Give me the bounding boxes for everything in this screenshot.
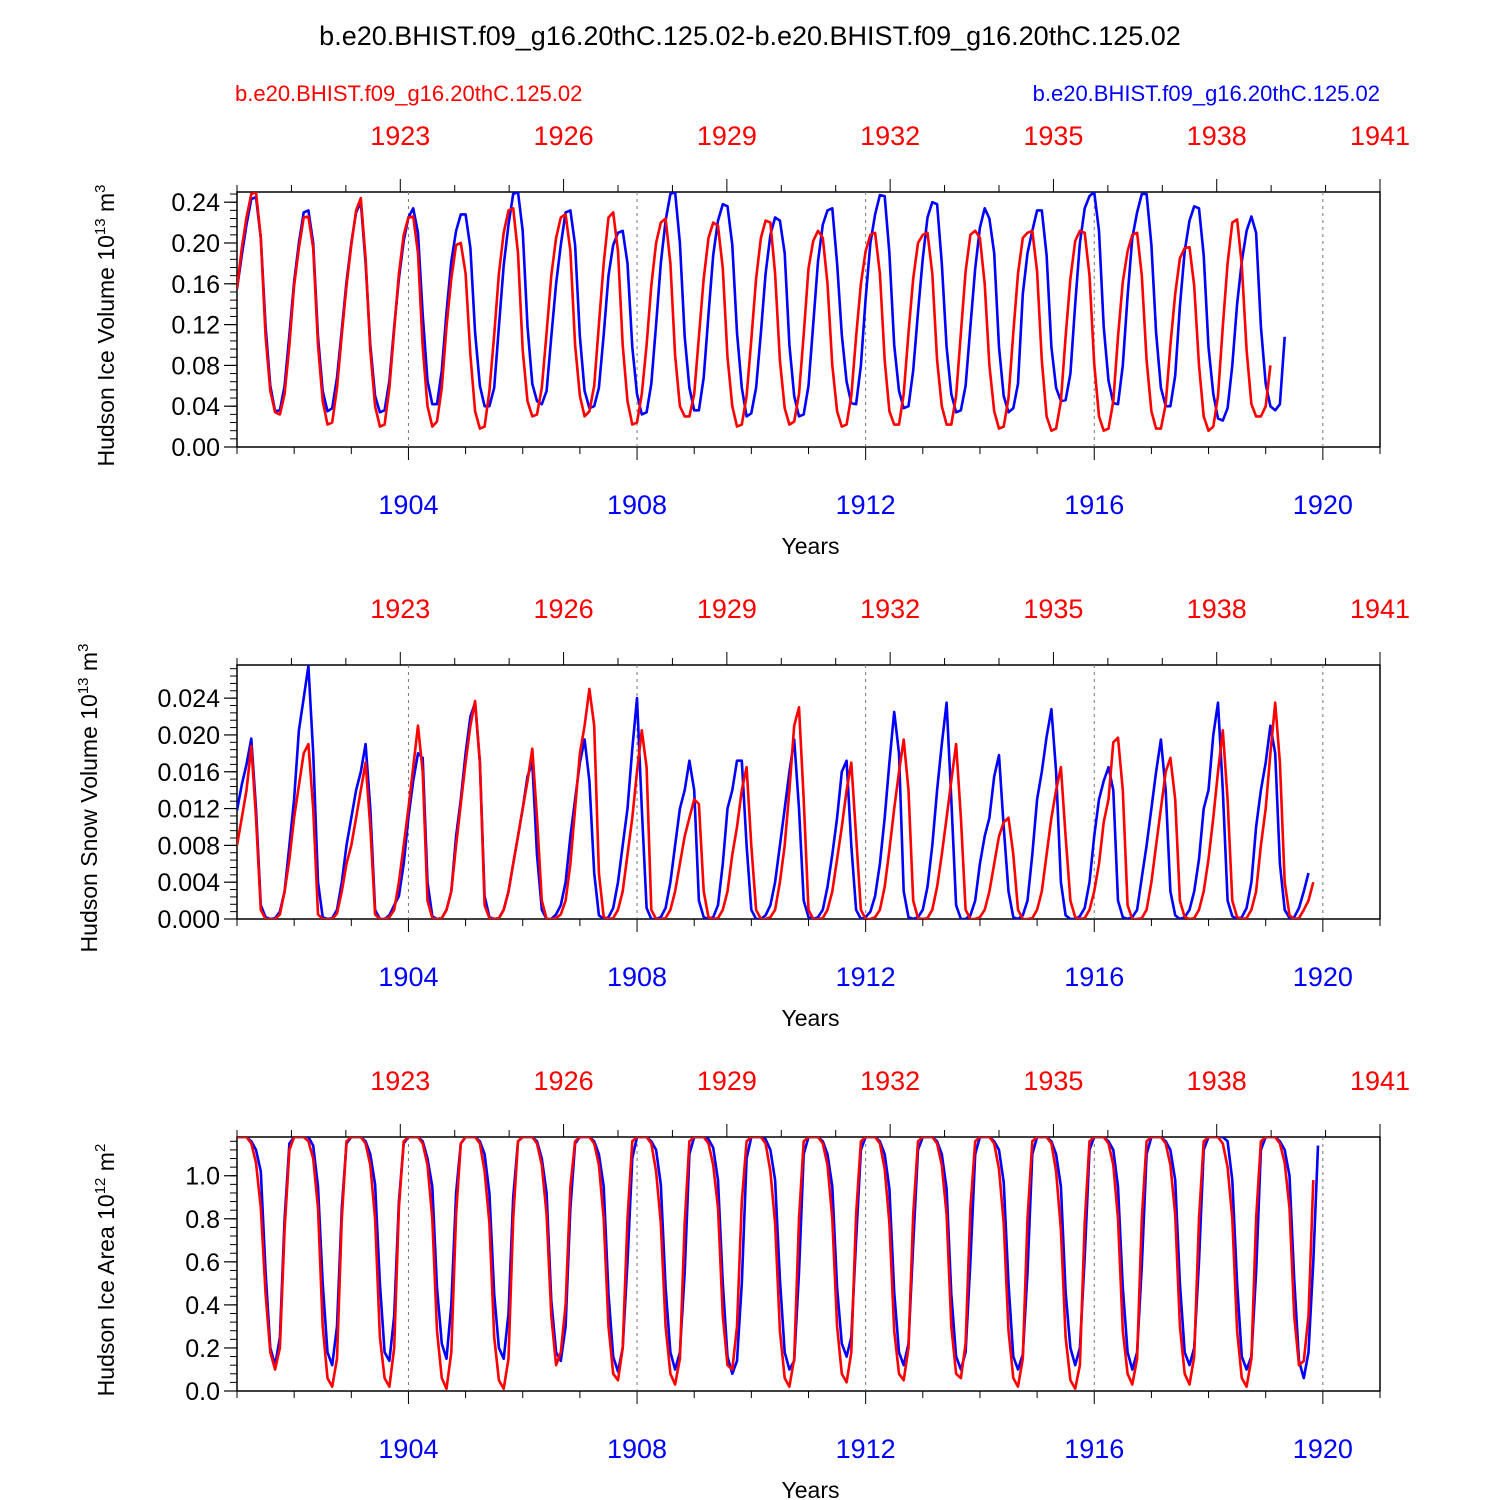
x-tick-label-blue: 1904	[378, 1434, 438, 1464]
series-line-red	[237, 1137, 1315, 1391]
x-tick-label-red: 1923	[370, 1066, 430, 1096]
x-tick-label-red: 1941	[1350, 594, 1410, 624]
y-tick-label: 0.20	[171, 230, 220, 258]
x-tick-label-blue: 1908	[607, 1434, 667, 1464]
x-tick-label-blue: 1908	[607, 962, 667, 992]
x-tick-label-red: 1923	[370, 121, 430, 151]
x-tick-label-red: 1938	[1187, 121, 1247, 151]
x-tick-label-red: 1938	[1187, 594, 1247, 624]
y-tick-label: 0.24	[171, 189, 220, 217]
x-tick-label-red: 1932	[860, 121, 920, 151]
x-tick-label-red: 1932	[860, 594, 920, 624]
x-axis-label: Years	[782, 1005, 840, 1031]
y-tick-label: 0.4	[185, 1292, 220, 1320]
x-tick-label-red: 1929	[697, 594, 757, 624]
x-tick-label-blue: 1904	[378, 490, 438, 520]
y-tick-label: 0.8	[185, 1206, 220, 1234]
series-line-blue	[237, 192, 1286, 422]
y-tick-label: 0.0	[185, 1378, 220, 1406]
series-line-red	[237, 687, 1315, 919]
x-tick-label-blue: 1916	[1064, 490, 1124, 520]
x-tick-label-blue: 1916	[1064, 962, 1124, 992]
x-tick-label-red: 1923	[370, 594, 430, 624]
series-line-red	[237, 192, 1272, 433]
x-tick-label-blue: 1908	[607, 490, 667, 520]
x-tick-label-red: 1929	[697, 121, 757, 151]
y-tick-label: 0.04	[171, 393, 220, 421]
x-tick-label-blue: 1920	[1293, 490, 1353, 520]
y-tick-label: 0.024	[157, 685, 220, 713]
y-tick-label: 1.0	[185, 1163, 220, 1191]
y-tick-label: 0.16	[171, 271, 220, 299]
y-axis-label: Hudson Snow Volume 1013 m3	[75, 644, 102, 953]
y-tick-label: 0.2	[185, 1335, 220, 1363]
y-tick-label: 0.016	[157, 759, 220, 787]
legend-red-label: b.e20.BHIST.f09_g16.20thC.125.02	[235, 81, 582, 106]
x-tick-label-red: 1935	[1023, 121, 1083, 151]
x-axis-label: Years	[782, 533, 840, 559]
x-tick-label-blue: 1920	[1293, 1434, 1353, 1464]
figure-title: b.e20.BHIST.f09_g16.20thC.125.02-b.e20.B…	[319, 21, 1181, 51]
x-tick-label-red: 1926	[534, 594, 594, 624]
chart-panel-snow-volume: 0.000 0.004 0.008 0.012 0.016 0.020 0.024 1904 1…	[75, 594, 1410, 1031]
series-line-blue	[237, 665, 1310, 919]
y-tick-label: 0.6	[185, 1249, 220, 1277]
x-tick-label-red: 1935	[1023, 594, 1083, 624]
x-tick-label-blue: 1912	[836, 962, 896, 992]
legend-blue-label: b.e20.BHIST.f09_g16.20thC.125.02	[1033, 81, 1380, 106]
y-tick-label: 0.008	[157, 832, 220, 860]
y-tick-label: 0.020	[157, 722, 220, 750]
x-tick-label-red: 1941	[1350, 121, 1410, 151]
y-tick-label: 0.08	[171, 352, 220, 380]
x-axis-label: Years	[782, 1477, 840, 1500]
x-tick-label-red: 1932	[860, 1066, 920, 1096]
y-tick-label: 0.004	[157, 869, 220, 897]
x-tick-label-blue: 1916	[1064, 1434, 1124, 1464]
x-tick-label-red: 1926	[534, 121, 594, 151]
x-tick-label-red: 1941	[1350, 1066, 1410, 1096]
x-tick-label-blue: 1912	[836, 490, 896, 520]
x-tick-label-blue: 1912	[836, 1434, 896, 1464]
x-tick-label-red: 1926	[534, 1066, 594, 1096]
x-tick-label-red: 1929	[697, 1066, 757, 1096]
y-axis-label: Hudson Ice Area 1012 m2	[92, 1144, 119, 1397]
x-tick-label-blue: 1920	[1293, 962, 1353, 992]
y-tick-label: 0.12	[171, 312, 220, 340]
chart-panel-ice-area: 0.0 0.2 0.4 0.6 0.8 1.0 1904 1908 1912 1916 1920 19…	[92, 1066, 1410, 1500]
y-tick-label: 0.00	[171, 434, 220, 462]
x-tick-label-blue: 1904	[378, 962, 438, 992]
x-tick-label-red: 1938	[1187, 1066, 1247, 1096]
chart-panel-ice-volume: 0.00 0.04 0.08 0.12 0.16 0.20 0.24 1904 1908 1912…	[92, 121, 1410, 559]
y-tick-label: 0.012	[157, 796, 220, 824]
y-tick-label: 0.000	[157, 906, 220, 934]
x-tick-label-red: 1935	[1023, 1066, 1083, 1096]
y-axis-label: Hudson Ice Volume 1013 m3	[92, 184, 119, 466]
